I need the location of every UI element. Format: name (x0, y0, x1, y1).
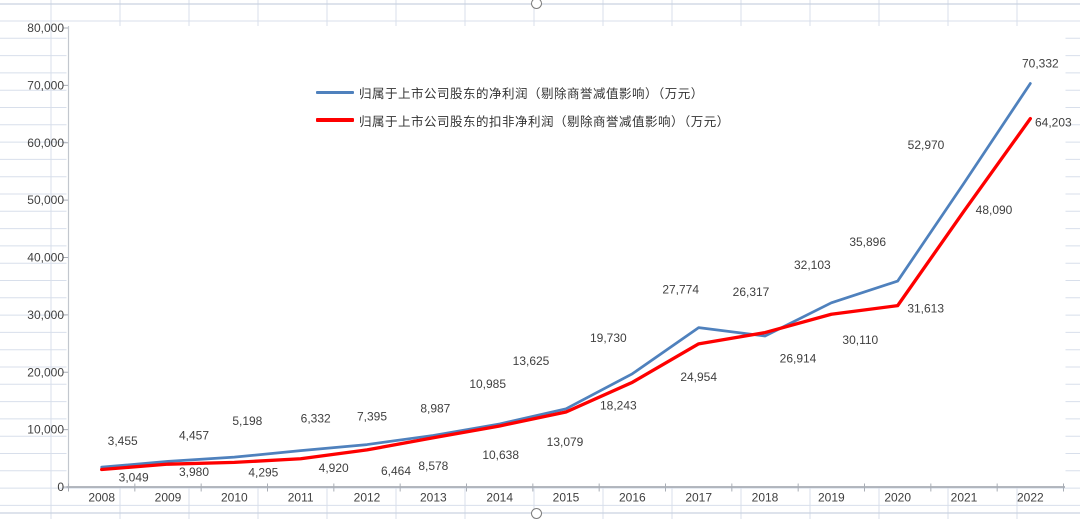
x-axis-tick-label: 2010 (221, 491, 248, 505)
data-label-net: 32,103 (794, 258, 831, 272)
legend-line-swatch-blue (316, 90, 354, 94)
data-label-net: 35,896 (849, 235, 886, 249)
legend-line-swatch-red (316, 118, 354, 122)
data-label-net: 6,332 (301, 412, 331, 426)
data-label-net: 5,198 (232, 414, 262, 428)
data-label-non-gaap: 4,295 (248, 465, 278, 479)
data-label-net: 3,455 (108, 434, 138, 448)
data-label-net: 27,774 (662, 283, 699, 297)
x-axis-tick-label: 2011 (288, 491, 314, 505)
x-axis-tick-label: 2022 (1017, 491, 1044, 505)
x-axis-tick-label: 2013 (420, 491, 447, 505)
x-axis-tick-label: 2020 (884, 491, 911, 505)
data-label-net: 19,730 (590, 331, 627, 345)
y-axis-tick-label: 50,000 (27, 193, 64, 207)
data-label-net: 4,457 (179, 428, 209, 442)
x-axis-tick-label: 2018 (752, 491, 779, 505)
data-label-net: 10,985 (469, 377, 506, 391)
y-axis-tick-label: 60,000 (27, 136, 64, 150)
x-axis-tick-label: 2016 (619, 491, 646, 505)
data-label-non-gaap: 31,613 (907, 302, 944, 316)
y-axis-tick-label: 40,000 (27, 251, 64, 265)
x-axis-tick-label: 2015 (553, 491, 580, 505)
data-label-net: 8,987 (420, 401, 450, 415)
axes: 0 10,000 20,000 30,000 40,000 50,000 60,000 70,… (27, 21, 1065, 505)
y-axis-tick-label: 20,000 (27, 365, 64, 379)
series-line-net-profit[interactable] (100, 82, 1032, 469)
data-label-non-gaap: 64,203 (1035, 116, 1072, 130)
data-label-non-gaap: 6,464 (381, 464, 411, 478)
data-label-non-gaap: 26,914 (780, 352, 817, 366)
y-axis-tick-label: 0 (57, 480, 64, 494)
y-axis-tick-label: 80,000 (27, 21, 64, 35)
x-axis-tick-label: 2019 (818, 491, 845, 505)
y-axis-tick-label: 10,000 (27, 423, 64, 437)
data-label-net: 52,970 (908, 138, 945, 152)
data-label-non-gaap: 4,920 (319, 461, 349, 475)
data-label-non-gaap: 30,110 (842, 333, 878, 347)
data-label-non-gaap: 3,980 (179, 465, 209, 479)
data-label-non-gaap: 8,578 (418, 459, 448, 473)
series-line-non-gaap-profit[interactable] (100, 116, 1032, 472)
selection-handle-top-center[interactable] (531, 0, 542, 9)
data-label-non-gaap: 24,954 (680, 370, 717, 384)
legend-item-net-profit[interactable]: 归属于上市公司股东的净利润（剔除商誉减值影响）（万元） (316, 84, 730, 101)
data-label-net: 26,317 (733, 285, 770, 299)
data-label-net: 7,395 (357, 410, 387, 424)
x-axis-tick-label: 2012 (354, 491, 381, 505)
x-axis-tick-label: 2017 (685, 491, 712, 505)
x-axis-tick-label: 2014 (486, 491, 513, 505)
data-label-non-gaap: 10,638 (482, 448, 519, 462)
y-axis-tick-label: 30,000 (27, 308, 64, 322)
legend-item-non-gaap-profit[interactable]: 归属于上市公司股东的扣非净利润（剔除商誉减值影响）（万元） (316, 112, 730, 129)
x-axis-tick-label: 2008 (88, 491, 115, 505)
data-label-non-gaap: 18,243 (600, 398, 637, 412)
data-label-non-gaap: 48,090 (976, 203, 1013, 217)
data-label-net: 13,625 (513, 354, 550, 368)
data-label-non-gaap: 3,049 (119, 471, 149, 485)
selection-handle-bottom-center[interactable] (531, 508, 542, 519)
legend-label-non-gaap-profit: 归属于上市公司股东的扣非净利润（剔除商誉减值影响）（万元） (359, 114, 730, 129)
legend-label-net-profit: 归属于上市公司股东的净利润（剔除商誉减值影响）（万元） (359, 86, 704, 101)
y-axis-tick-label: 70,000 (27, 78, 64, 92)
x-axis-tick-label: 2009 (155, 491, 182, 505)
chart-legend: 归属于上市公司股东的净利润（剔除商誉减值影响）（万元） 归属于上市公司股东的扣非… (316, 84, 730, 140)
data-label-net: 70,332 (1022, 56, 1059, 70)
data-label-non-gaap: 13,079 (547, 435, 584, 449)
x-axis-tick-label: 2021 (951, 491, 978, 505)
